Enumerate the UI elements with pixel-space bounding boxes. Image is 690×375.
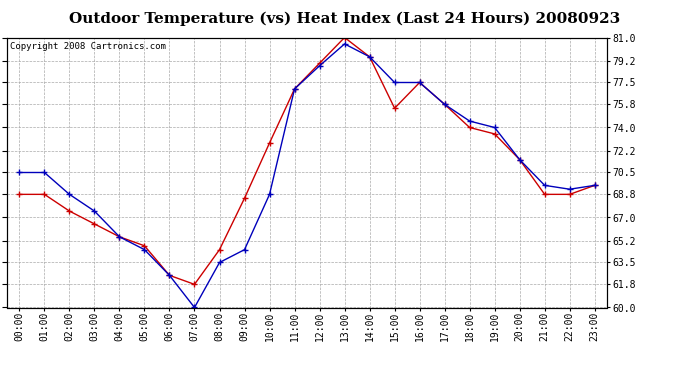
Text: Outdoor Temperature (vs) Heat Index (Last 24 Hours) 20080923: Outdoor Temperature (vs) Heat Index (Las… <box>70 11 620 26</box>
Text: Copyright 2008 Cartronics.com: Copyright 2008 Cartronics.com <box>10 42 166 51</box>
